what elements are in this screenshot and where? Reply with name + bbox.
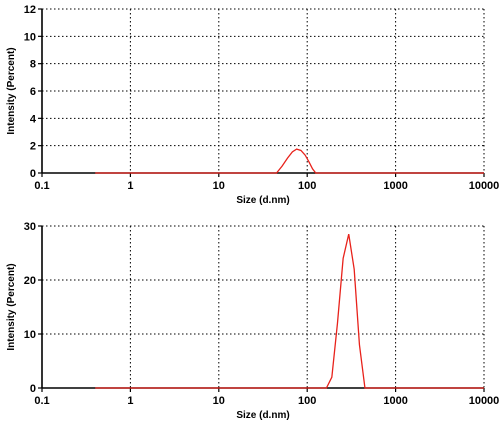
y-tick-label: 2 [30, 141, 36, 153]
x-tick-label: 1 [127, 395, 133, 407]
y-tick-label: 12 [24, 4, 36, 16]
x-axis-label: Size (d.nm) [236, 195, 289, 206]
y-tick-label: 30 [24, 221, 36, 233]
x-tick-label: 1 [127, 180, 133, 192]
y-tick-label: 0 [30, 383, 36, 395]
y-tick-label: 10 [24, 31, 36, 43]
y-tick-label: 8 [30, 59, 36, 71]
y-tick-label: 20 [24, 275, 36, 287]
x-tick-label: 0.1 [34, 395, 49, 407]
y-axis-label: Intensity (Percent) [6, 47, 17, 134]
x-tick-label: 10 [213, 395, 225, 407]
y-tick-label: 0 [30, 168, 36, 180]
x-tick-label: 100 [298, 180, 316, 192]
series-line [95, 149, 484, 173]
chart-panel-1: 0.1 1 10 100 1000 10000 0 2 4 6 8 10 12 Size (d.nm) In… [6, 4, 499, 206]
x-tick-label: 10 [213, 180, 225, 192]
x-tick-label: 0.1 [34, 180, 49, 192]
x-tick-label: 10000 [469, 395, 500, 407]
series-line [95, 234, 484, 388]
x-tick-label: 100 [298, 395, 316, 407]
y-tick-label: 4 [30, 113, 37, 125]
y-tick-label: 6 [30, 86, 36, 98]
x-tick-label: 1000 [383, 395, 407, 407]
y-axis-label: Intensity (Percent) [6, 263, 17, 350]
chart-panel-2: 0.1 1 10 100 1000 10000 0 10 20 30 Size (d.nm) Inte… [6, 221, 499, 421]
y-tick-label: 10 [24, 329, 36, 341]
x-tick-label: 10000 [469, 180, 500, 192]
x-axis-label: Size (d.nm) [236, 410, 289, 421]
x-tick-label: 1000 [383, 180, 407, 192]
